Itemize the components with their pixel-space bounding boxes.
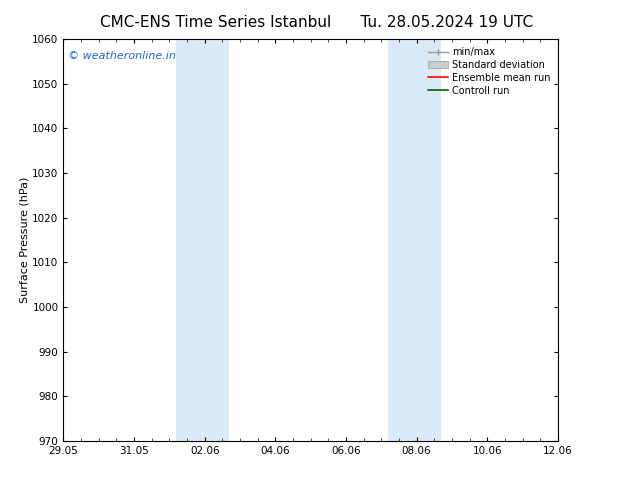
Text: CMC-ENS Time Series Istanbul      Tu. 28.05.2024 19 UTC: CMC-ENS Time Series Istanbul Tu. 28.05.2… xyxy=(100,15,534,30)
Y-axis label: Surface Pressure (hPa): Surface Pressure (hPa) xyxy=(20,177,30,303)
Text: © weatheronline.in: © weatheronline.in xyxy=(68,51,176,61)
Bar xyxy=(389,39,441,441)
Bar xyxy=(176,39,230,441)
Legend: min/max, Standard deviation, Ensemble mean run, Controll run: min/max, Standard deviation, Ensemble me… xyxy=(425,44,553,98)
